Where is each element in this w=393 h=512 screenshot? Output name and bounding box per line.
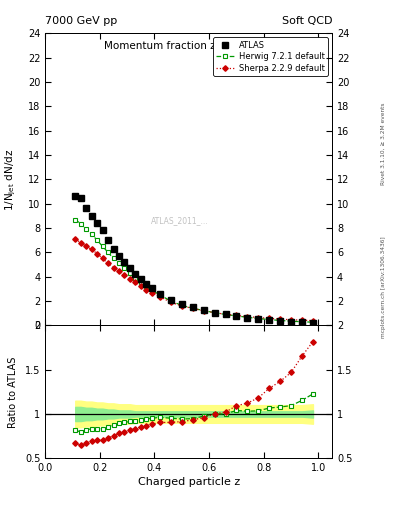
Text: mcplots.cern.ch [arXiv:1306.3436]: mcplots.cern.ch [arXiv:1306.3436] [381, 236, 386, 337]
Text: Momentum fraction z(track jets): Momentum fraction z(track jets) [104, 40, 273, 51]
Legend: ATLAS, Herwig 7.2.1 default, Sherpa 2.2.9 default: ATLAS, Herwig 7.2.1 default, Sherpa 2.2.… [213, 37, 328, 76]
Text: 7000 GeV pp: 7000 GeV pp [45, 15, 118, 26]
X-axis label: Charged particle z: Charged particle z [138, 477, 240, 487]
Text: Rivet 3.1.10, ≥ 3.2M events: Rivet 3.1.10, ≥ 3.2M events [381, 102, 386, 185]
Y-axis label: Ratio to ATLAS: Ratio to ATLAS [8, 356, 18, 428]
Text: ATLAS_2011_...: ATLAS_2011_... [151, 216, 209, 225]
Y-axis label: 1/N$_\mathregular{jet}$ dN/dz: 1/N$_\mathregular{jet}$ dN/dz [4, 148, 18, 210]
Text: Soft QCD: Soft QCD [282, 15, 332, 26]
